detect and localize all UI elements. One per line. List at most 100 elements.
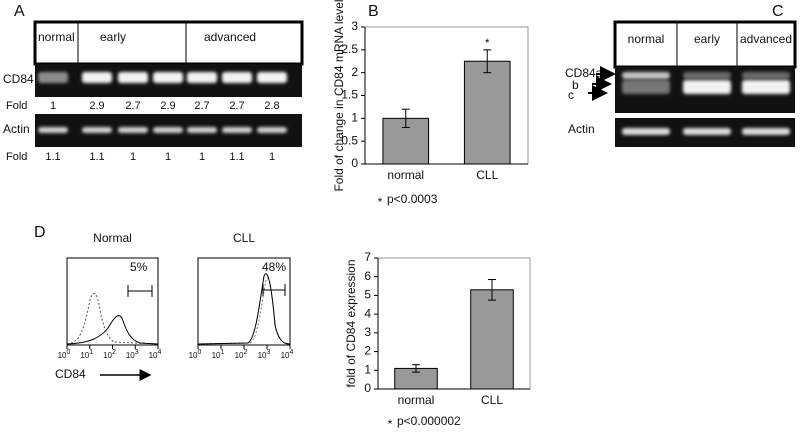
tick-base: 10	[58, 351, 67, 360]
isoform-label: b	[572, 78, 579, 92]
gel-header	[33, 20, 304, 66]
y-tick-label: 0	[364, 381, 371, 395]
flow-percent: 48%	[262, 260, 286, 274]
note-marker: *	[378, 195, 383, 209]
y-tick-label: 3	[364, 325, 371, 339]
y-tick-label: 0	[351, 156, 358, 170]
tick-exponent: 3	[267, 349, 271, 356]
y-tick-label: 1	[351, 111, 358, 125]
tick-exponent: 1	[221, 349, 225, 356]
flow-title: CLL	[233, 231, 255, 245]
fold-value: 2.7	[229, 100, 244, 112]
fold-value: 1	[50, 100, 56, 112]
error-bar	[483, 49, 492, 74]
gel-band	[187, 127, 217, 133]
note: p<0.0003	[387, 192, 438, 206]
tick-label: 102	[235, 349, 248, 360]
x-tick-label: normal	[398, 393, 435, 407]
y-tick-label: 1	[364, 362, 371, 376]
gel-band	[38, 127, 68, 133]
gel-band	[683, 72, 731, 79]
tick-exponent: 0	[67, 349, 71, 356]
y-tick-label: 4	[364, 306, 371, 320]
y-axis-label: Fold of change in CD84 mRNA level	[332, 0, 346, 192]
tick-label: 103	[126, 349, 139, 360]
y-tick-label: 5	[364, 288, 371, 302]
y-tick-label: 7	[364, 250, 371, 264]
gel-band	[153, 72, 183, 83]
fold-value: 1	[130, 151, 136, 163]
x-tick-label: CLL	[481, 393, 503, 407]
note-marker: *	[388, 417, 393, 431]
tick-base: 10	[281, 351, 290, 360]
group-label: normal	[38, 30, 75, 44]
note: p<0.000002	[397, 414, 461, 428]
tick-base: 10	[235, 351, 244, 360]
row-label: Actin	[3, 122, 30, 136]
y-tick-label: 2	[364, 344, 371, 358]
gel-band	[622, 80, 670, 94]
y-tick-label: 2.5	[341, 42, 358, 56]
fold-value: 1.1	[229, 151, 244, 163]
gel-band	[118, 72, 148, 83]
tick-base: 10	[80, 351, 89, 360]
tick-exponent: 2	[244, 349, 248, 356]
gel-band	[82, 127, 112, 133]
gel-band	[153, 127, 183, 133]
tick-base: 10	[103, 351, 112, 360]
panel-label: D	[34, 224, 46, 241]
gel-header	[613, 20, 797, 69]
fold-value: 2.7	[194, 100, 209, 112]
gel-band	[118, 127, 148, 133]
fold-value: 1	[199, 151, 205, 163]
fold-label: Fold	[6, 151, 27, 163]
tick-label: 100	[58, 349, 71, 360]
y-tick-label: 6	[364, 269, 371, 283]
isoform-label: CD84a	[565, 66, 603, 80]
gel-band	[622, 72, 670, 79]
error-bar	[412, 364, 420, 373]
tick-base: 10	[189, 351, 198, 360]
y-tick-label: 3	[351, 19, 358, 33]
gel-band	[742, 72, 790, 79]
tick-label: 101	[80, 349, 93, 360]
error-bar	[401, 108, 410, 128]
tick-base: 10	[149, 351, 158, 360]
y-tick-label: 0.5	[341, 133, 358, 147]
gel-band	[257, 72, 287, 83]
group-label: early	[100, 30, 126, 44]
tick-exponent: 4	[158, 349, 162, 356]
gel-band	[742, 80, 790, 94]
fold-value: 2.8	[264, 100, 279, 112]
gel-band	[257, 127, 287, 133]
y-axis-label: fold of CD84 expression	[344, 259, 358, 387]
tick-exponent: 1	[89, 349, 93, 356]
tick-exponent: 2	[112, 349, 116, 356]
row-label: CD84	[3, 72, 34, 86]
fold-value: 1.1	[89, 151, 104, 163]
gel-band	[742, 128, 790, 135]
gel-band	[622, 128, 670, 135]
fold-value: 1	[269, 151, 275, 163]
flow-percent: 5%	[130, 260, 148, 274]
group-label: early	[694, 32, 720, 46]
panel-label: B	[368, 3, 379, 20]
fold-value: 2.9	[89, 100, 104, 112]
fold-label: Fold	[6, 100, 27, 112]
axis-label: CD84	[55, 367, 86, 381]
panel-label: C	[772, 3, 784, 20]
tick-exponent: 3	[135, 349, 139, 356]
row-label: Actin	[568, 122, 595, 136]
gel-band	[38, 72, 68, 83]
y-tick-label: 1.5	[341, 88, 358, 102]
bar	[470, 289, 514, 390]
gel-band	[222, 127, 252, 133]
group-label: advanced	[204, 30, 256, 44]
tick-base: 10	[212, 351, 221, 360]
gel-band	[683, 128, 731, 135]
tick-base: 10	[258, 351, 267, 360]
tick-label: 104	[149, 349, 162, 360]
x-tick-label: CLL	[476, 168, 498, 182]
